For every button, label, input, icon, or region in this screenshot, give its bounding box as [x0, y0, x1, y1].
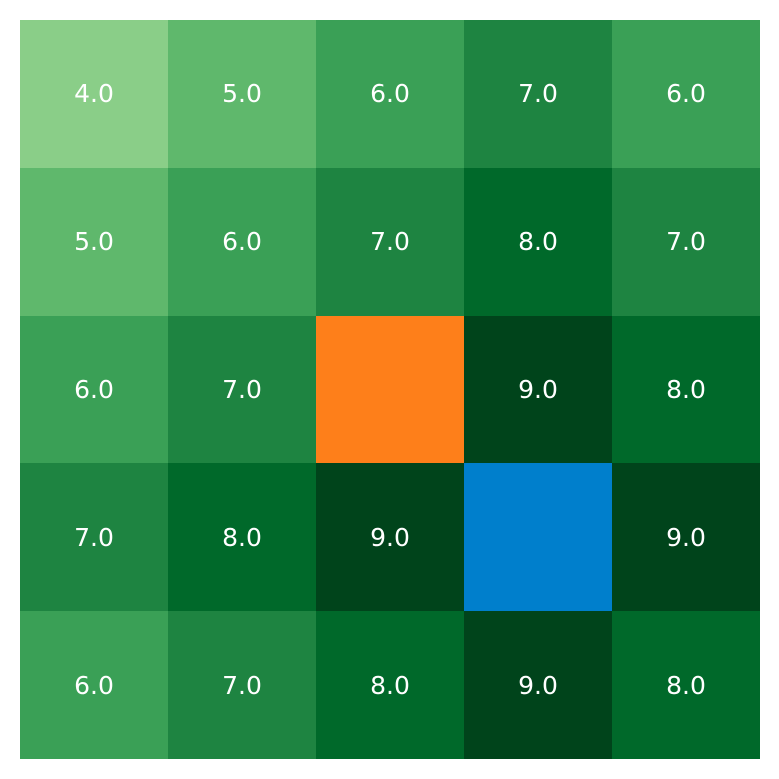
grid-cell[interactable]: 6.0 [612, 20, 760, 168]
grid-cell[interactable]: 5.0 [168, 20, 316, 168]
grid-cell[interactable]: 7.0 [464, 20, 612, 168]
cell-value: 6.0 [222, 227, 262, 257]
goal-cell[interactable] [464, 463, 612, 612]
cell-value: 4.0 [74, 79, 114, 109]
grid-cell[interactable]: 8.0 [464, 167, 612, 316]
grid-cell[interactable]: 6.0 [316, 20, 464, 168]
cell-value: 5.0 [222, 79, 262, 109]
grid-cell[interactable]: 6.0 [20, 611, 168, 759]
grid-cell[interactable]: 7.0 [20, 463, 168, 612]
cell-value: 9.0 [518, 670, 558, 700]
grid-cell[interactable]: 6.0 [20, 315, 168, 464]
grid-cell[interactable]: 9.0 [612, 463, 760, 612]
grid-cell[interactable]: 8.0 [316, 611, 464, 759]
cell-value: 6.0 [74, 374, 114, 404]
grid-cell[interactable]: 8.0 [168, 463, 316, 612]
grid-cell[interactable]: 7.0 [168, 611, 316, 759]
cell-value: 5.0 [74, 227, 114, 257]
cell-value: 7.0 [666, 227, 706, 257]
cell-value: 8.0 [222, 522, 262, 552]
cell-value: 9.0 [370, 522, 410, 552]
grid-cell[interactable]: 7.0 [316, 167, 464, 316]
cell-value: 9.0 [666, 522, 706, 552]
grid-cell[interactable]: 8.0 [612, 611, 760, 759]
value-grid: 4.0 5.0 6.0 7.0 6.0 5.0 6.0 7.0 8.0 7.0 6.0 7.0 9.0 8… [20, 20, 760, 759]
grid-cell[interactable]: 4.0 [20, 20, 168, 168]
cell-value: 7.0 [518, 79, 558, 109]
cell-value: 9.0 [518, 374, 558, 404]
cell-value: 8.0 [666, 374, 706, 404]
cell-value: 6.0 [74, 670, 114, 700]
grid-cell[interactable]: 5.0 [20, 167, 168, 316]
grid-cell[interactable]: 6.0 [168, 167, 316, 316]
grid-cell[interactable]: 7.0 [168, 315, 316, 464]
cell-value: 8.0 [666, 670, 706, 700]
agent-cell[interactable] [316, 315, 464, 464]
grid-cell[interactable]: 8.0 [612, 315, 760, 464]
grid-cell[interactable]: 7.0 [612, 167, 760, 316]
cell-value: 7.0 [370, 227, 410, 257]
grid-cell[interactable]: 9.0 [316, 463, 464, 612]
cell-value: 7.0 [222, 374, 262, 404]
cell-value: 8.0 [370, 670, 410, 700]
cell-value: 6.0 [666, 79, 706, 109]
grid-cell[interactable]: 9.0 [464, 315, 612, 464]
cell-value: 8.0 [518, 227, 558, 257]
cell-value: 6.0 [370, 79, 410, 109]
grid-cell[interactable]: 9.0 [464, 611, 612, 759]
cell-value: 7.0 [222, 670, 262, 700]
cell-value: 7.0 [74, 522, 114, 552]
